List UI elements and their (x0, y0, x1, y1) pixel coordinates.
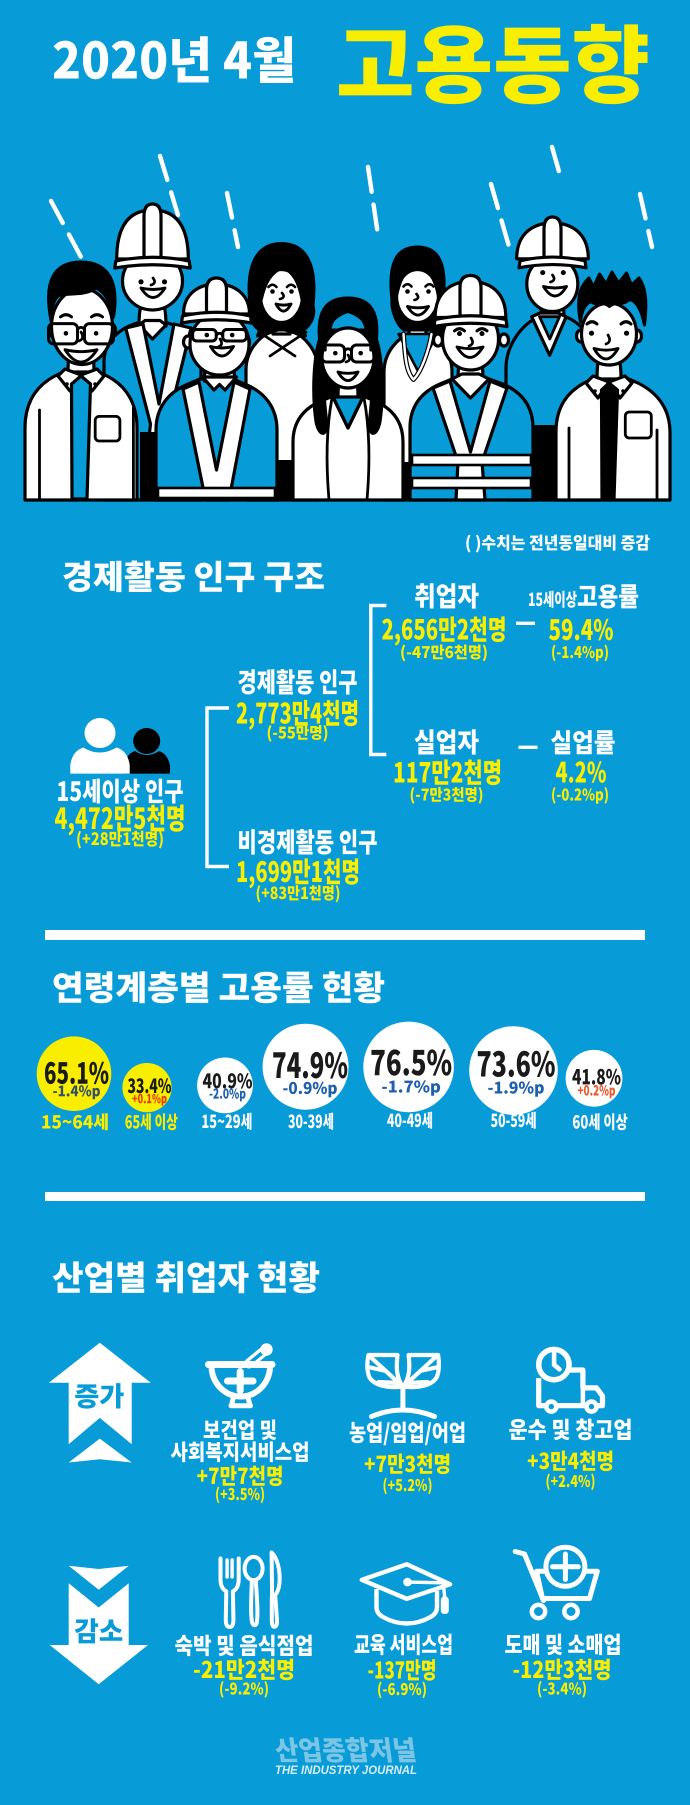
svg-text:THE INDUSTRY JOURNAL: THE INDUSTRY JOURNAL (275, 1765, 417, 1777)
